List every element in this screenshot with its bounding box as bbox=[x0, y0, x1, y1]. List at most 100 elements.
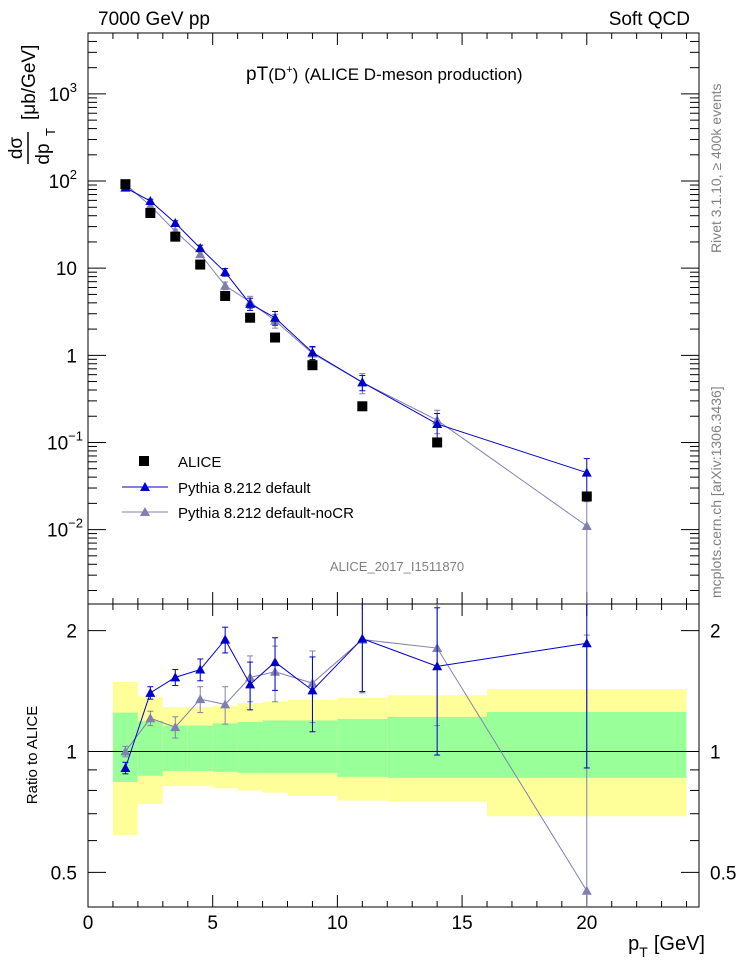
alice-point bbox=[357, 401, 368, 412]
ratio-ytick-label-right: 0.5 bbox=[710, 863, 736, 884]
xlabel-main: p bbox=[628, 933, 639, 955]
ratio-default-point bbox=[357, 633, 368, 643]
nocr-point bbox=[195, 249, 206, 259]
ylabel-units: [μb/GeV] bbox=[19, 45, 40, 120]
ratio-default-point bbox=[195, 664, 206, 674]
main-ytick-label: 103 bbox=[49, 80, 77, 106]
legend-marker-alice bbox=[139, 456, 149, 466]
alice-point bbox=[581, 491, 592, 502]
header-left: 7000 GeV pp bbox=[98, 9, 210, 30]
band-stat bbox=[237, 721, 263, 773]
alice-point bbox=[220, 290, 231, 301]
default-point bbox=[195, 243, 206, 253]
main-ytick-label: 10−1 bbox=[47, 428, 83, 454]
nocr-line bbox=[125, 183, 588, 527]
main-ytick-label: 1 bbox=[66, 346, 77, 367]
legend: ALICE Pythia 8.212 default Pythia 8.212 … bbox=[122, 454, 354, 522]
header-right: Soft QCD bbox=[609, 9, 690, 30]
title-particle: (D bbox=[268, 65, 286, 84]
ratio-nocr-point bbox=[581, 885, 592, 895]
legend-marker-nocr bbox=[140, 507, 150, 516]
x-tick-label: 20 bbox=[576, 913, 597, 934]
alice-point bbox=[145, 207, 156, 218]
default-line bbox=[125, 187, 587, 474]
ratio-default-point bbox=[581, 638, 592, 648]
alice-point bbox=[307, 360, 318, 371]
xlabel-sub: T bbox=[639, 944, 648, 960]
ratio-ytick-label-right: 2 bbox=[710, 622, 721, 643]
main-series-layer bbox=[120, 179, 592, 604]
ratio-nocr-point bbox=[220, 699, 231, 709]
ratio-default-point bbox=[120, 762, 131, 772]
ylabel-den: dp bbox=[33, 143, 54, 164]
legend-label-default: Pythia 8.212 default bbox=[178, 480, 311, 497]
band-stat bbox=[262, 720, 288, 773]
ratio-default-point bbox=[432, 661, 443, 671]
alice-point bbox=[195, 259, 206, 270]
default-point bbox=[245, 298, 256, 308]
xlabel-units: [GeV] bbox=[654, 933, 705, 955]
ratio-default-point bbox=[307, 685, 318, 695]
plot-title: pT(D+) (ALICE D-meson production) bbox=[246, 64, 523, 85]
nocr-point bbox=[145, 200, 156, 210]
ratio-ytick-label-left: 0.5 bbox=[51, 863, 77, 884]
default-point bbox=[581, 467, 592, 477]
default-point bbox=[220, 267, 231, 277]
main-axis-ticks bbox=[87, 32, 699, 604]
main-ytick-label: 10−2 bbox=[47, 516, 83, 542]
default-point bbox=[170, 218, 181, 228]
main-ytick-label: 102 bbox=[49, 167, 77, 193]
title-prefix: pT bbox=[246, 64, 269, 85]
legend-marker-default bbox=[140, 482, 150, 491]
ratio-uncertainty-bands bbox=[112, 681, 687, 835]
analysis-watermark: ALICE_2017_I1511870 bbox=[330, 559, 464, 574]
title-close: ) bbox=[293, 65, 299, 84]
alice-point bbox=[170, 231, 181, 242]
ratio-axis-ticks bbox=[87, 604, 699, 907]
ratio-nocr-point bbox=[195, 694, 206, 704]
ratio-nocr-point bbox=[145, 713, 156, 723]
band-stat bbox=[212, 723, 238, 772]
ratio-y-axis-label: Ratio to ALICE bbox=[24, 706, 41, 804]
band-stat bbox=[137, 721, 163, 776]
ratio-nocr-point bbox=[120, 746, 131, 756]
ylabel-den-sub: T bbox=[43, 128, 58, 136]
ylabel-num: dσ bbox=[6, 137, 27, 160]
x-axis-label: pT [GeV] bbox=[628, 933, 705, 960]
default-point bbox=[145, 196, 156, 206]
ratio-default-point bbox=[220, 634, 231, 644]
ratio-ytick-label-left: 1 bbox=[66, 743, 77, 764]
title-rest: (ALICE D-meson production) bbox=[304, 65, 522, 84]
rivet-label: Rivet 3.1.10, ≥ 400k events bbox=[708, 83, 724, 253]
ratio-default-point bbox=[170, 672, 181, 682]
alice-point bbox=[270, 332, 281, 343]
ratio-default-point bbox=[245, 679, 256, 689]
nocr-point bbox=[581, 520, 592, 530]
nocr-point bbox=[220, 280, 231, 290]
main-y-axis-label: dσ dp T [μb/GeV] bbox=[6, 45, 58, 165]
x-tick-label: 0 bbox=[83, 913, 94, 934]
x-tick-label: 15 bbox=[452, 913, 473, 934]
main-ytick-label: 10 bbox=[56, 259, 77, 280]
ratio-default-point bbox=[145, 687, 156, 697]
alice-point bbox=[120, 179, 131, 190]
legend-label-nocr: Pythia 8.212 default-noCR bbox=[178, 505, 354, 522]
ratio-plot-frame bbox=[87, 603, 700, 908]
mcplots-label: mcplots.cern.ch [arXiv:1306.3436] bbox=[708, 386, 724, 598]
ratio-ytick-label-right: 1 bbox=[710, 743, 721, 764]
legend-label-alice: ALICE bbox=[178, 454, 221, 471]
alice-point bbox=[432, 437, 443, 448]
title-sup: + bbox=[286, 64, 292, 76]
ratio-ytick-label-left: 2 bbox=[66, 622, 77, 643]
alice-point bbox=[245, 312, 256, 323]
x-tick-label: 10 bbox=[327, 913, 348, 934]
ratio-series-layer bbox=[120, 604, 592, 907]
default-point bbox=[307, 347, 318, 357]
ratio-nocr-point bbox=[170, 722, 181, 732]
default-point bbox=[432, 418, 443, 428]
default-point bbox=[357, 377, 368, 387]
x-tick-label: 5 bbox=[207, 913, 218, 934]
default-point bbox=[270, 312, 281, 322]
